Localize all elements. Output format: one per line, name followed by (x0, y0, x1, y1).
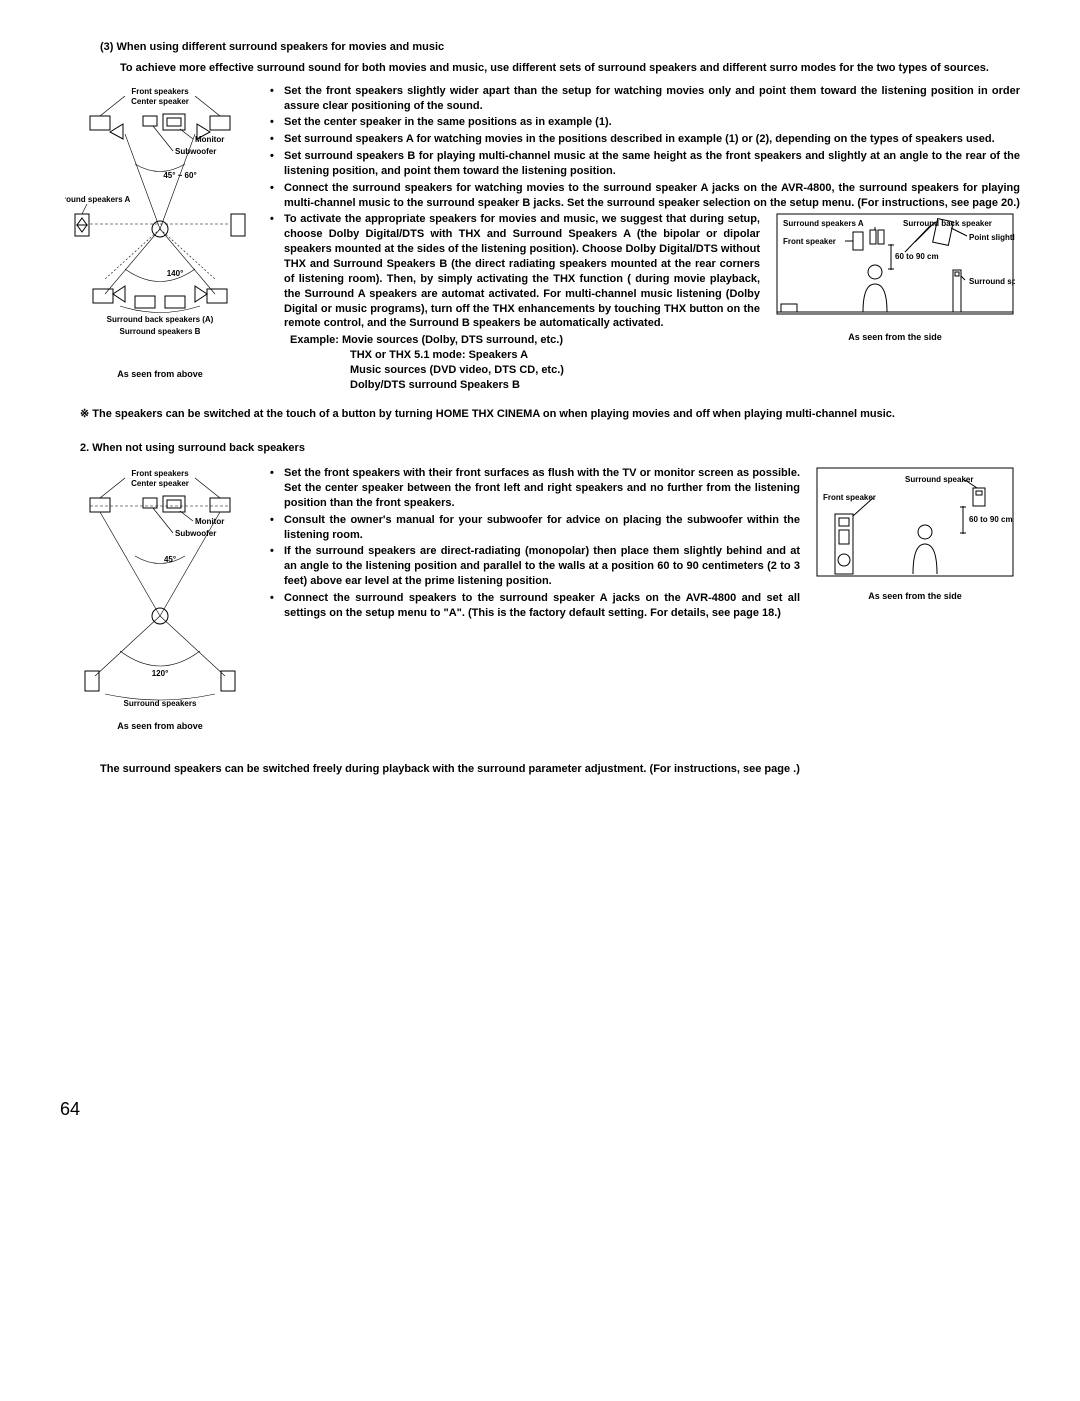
svg-text:Center speaker: Center speaker (131, 479, 189, 488)
svg-text:Front speakers: Front speakers (131, 469, 189, 478)
svg-text:Front speaker: Front speaker (823, 493, 876, 502)
sec1-note: ※ The speakers can be switched at the to… (80, 407, 1020, 422)
section-2: 2. When not using surround back speakers… (60, 441, 1020, 777)
sec2-heading: 2. When not using surround back speakers (80, 441, 1020, 456)
svg-text:45° ~ 60°: 45° ~ 60° (163, 171, 196, 180)
svg-text:60 to 90 cm: 60 to 90 cm (895, 252, 939, 261)
svg-text:140°: 140° (167, 269, 184, 278)
svg-text:Surround speaker: Surround speaker (905, 475, 973, 484)
svg-text:Surround speakers B: Surround speakers B (120, 327, 201, 336)
svg-text:Point slightly downwards: Point slightly downwards (969, 233, 1015, 242)
svg-text:Surround speakers B: Surround speakers B (969, 277, 1015, 286)
sec1-bullets: •Set the front speakers slightly wider a… (260, 84, 1020, 393)
svg-text:Subwoofer: Subwoofer (175, 529, 216, 538)
svg-text:Center speaker: Center speaker (131, 97, 189, 106)
svg-text:Surround back speakers (A): Surround back speakers (A) (107, 315, 214, 324)
sec1-side-caption: As seen from the side (770, 331, 1020, 343)
sec1-row: Front speakers Center speaker Monitor (60, 84, 1020, 393)
svg-text:60 to 90 cm: 60 to 90 cm (969, 515, 1013, 524)
svg-text:Subwoofer: Subwoofer (175, 147, 216, 156)
svg-text:Front speaker: Front speaker (783, 237, 836, 246)
section-3: (3) When using different surround speake… (60, 40, 1020, 421)
svg-text:Surround speakers A: Surround speakers A (783, 219, 864, 228)
sec2-top-caption: As seen from above (60, 720, 260, 732)
svg-text:Surround speakers A: Surround speakers A (65, 195, 131, 204)
sec1-heading: (3) When using different surround speake… (100, 40, 1020, 55)
sec2-side-caption: As seen from the side (810, 590, 1020, 602)
page-number: 64 (60, 1097, 1020, 1121)
svg-text:Surround speakers: Surround speakers (124, 699, 197, 708)
sec1-top-caption: As seen from above (60, 368, 260, 380)
svg-text:Monitor: Monitor (195, 135, 224, 144)
sec2-bullets: •Set the front speakers with their front… (260, 466, 1020, 622)
svg-text:120°: 120° (152, 669, 169, 678)
sec2-footer: The surround speakers can be switched fr… (100, 762, 1020, 777)
svg-text:Front speakers: Front speakers (131, 87, 189, 96)
example-label: Example: Movie sources (Dolby, DTS surro… (290, 333, 760, 348)
svg-text:Monitor: Monitor (195, 517, 224, 526)
sec2-top-diagram: Front speakers Center speaker Monitor Su… (60, 466, 260, 732)
sec1-intro: To achieve more effective surround sound… (120, 61, 1020, 76)
sec1-side-diagram: Surround speakers A Surround back speake… (760, 212, 1020, 343)
svg-text:45°: 45° (164, 555, 176, 564)
sec1-top-diagram: Front speakers Center speaker Monitor (60, 84, 260, 380)
sec2-side-diagram: Surround speaker Front speaker 60 to 90 … (800, 466, 1020, 602)
